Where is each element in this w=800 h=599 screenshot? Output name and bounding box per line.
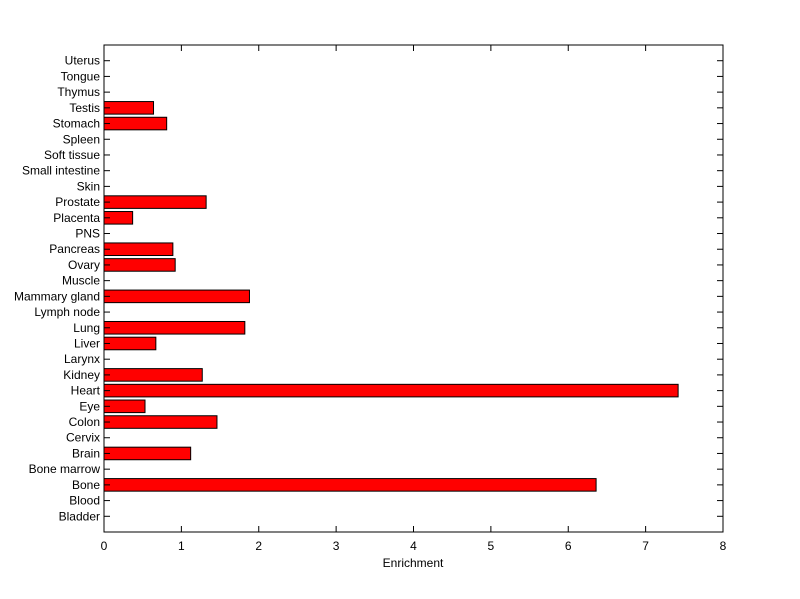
bar [103,116,168,131]
bar [103,383,679,398]
y-tick-label: Small intestine [22,164,100,178]
y-tick-label: Cervix [66,431,100,445]
bars-group [103,101,679,492]
x-tick-label: 4 [410,539,417,553]
y-tick-label: Stomach [53,117,100,131]
y-tick-label: Thymus [57,85,100,99]
y-tick-label: Pancreas [49,242,100,256]
bar [103,478,597,492]
bar [103,258,176,272]
x-tick-label: 1 [178,539,185,553]
y-tick-label: PNS [75,227,100,241]
y-tick-label: Mammary gland [14,289,100,303]
x-tick-label: 2 [255,539,262,553]
x-tick-label: 5 [488,539,495,553]
y-tick-label: Bone marrow [29,462,101,476]
plot-frame [103,44,724,533]
y-tick-label: Bladder [59,509,100,523]
x-tick-label: 0 [101,539,108,553]
y-tick-label: Liver [74,336,100,350]
y-tick-label: Uterus [65,54,100,68]
x-tick-label: 6 [565,539,572,553]
y-tick-label: Ovary [68,258,100,272]
y-tick-label: Larynx [64,352,100,366]
bar [103,242,174,257]
y-tick-label: Brain [72,446,100,460]
bar [103,320,246,335]
y-tick-label: Spleen [63,132,100,146]
bar [103,446,192,461]
y-tick-label: Bone [72,478,100,492]
bar [103,336,157,351]
y-tick-label: Tongue [61,69,101,83]
y-tick-label: Lymph node [34,305,100,319]
y-tick-label: Heart [71,384,101,398]
bar [103,368,203,382]
y-tick-label: Prostate [55,195,100,209]
x-axis-ticks: 0 1 2 3 4 5 6 7 8 [101,45,727,553]
y-tick-label: Skin [77,179,100,193]
x-tick-label: 7 [642,539,649,553]
y-tick-label: Testis [69,101,100,115]
y-tick-label: Blood [69,494,100,508]
y-tick-label: Eye [79,399,100,413]
y-tick-label: Colon [69,415,100,429]
y-tick-label: Lung [73,321,100,335]
bar [103,101,155,115]
x-tick-label: 8 [720,539,727,553]
y-tick-label: Kidney [63,368,100,382]
x-tick-label: 3 [333,539,340,553]
bar [103,415,218,429]
bar [103,399,146,414]
y-tick-label: Muscle [62,274,100,288]
bar [103,289,250,304]
bar [103,195,207,209]
y-tick-label: Placenta [53,211,100,225]
y-tick-label: Soft tissue [44,148,100,162]
x-axis-label: Enrichment [383,556,444,570]
